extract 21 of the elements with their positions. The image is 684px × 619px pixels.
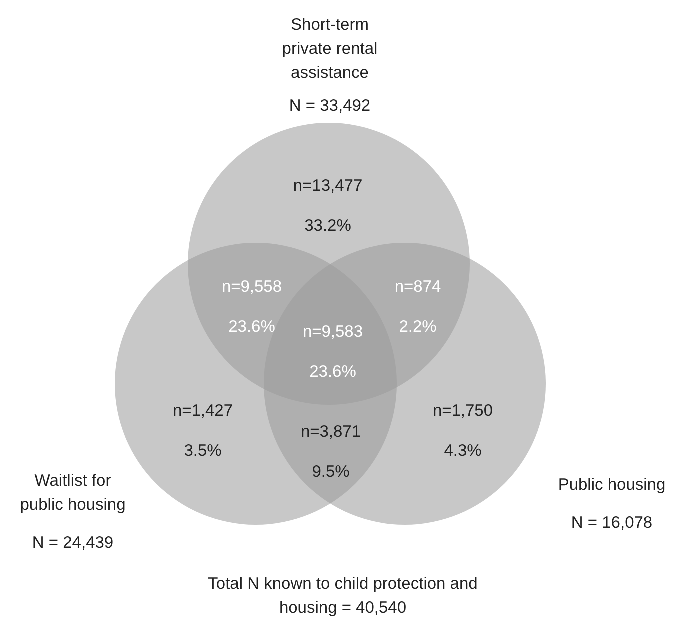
- text: 3.5%: [184, 442, 222, 460]
- text: n=9,583: [302, 323, 364, 341]
- data-label: N = 24,439: [32, 534, 114, 552]
- text: 33.2%: [304, 217, 352, 235]
- text: Total N known to child protection and housing = 40,540: [208, 575, 478, 617]
- text: 9.5%: [312, 463, 350, 481]
- category-label: Waitlist for public housing: [20, 472, 126, 514]
- text: 23.6%: [310, 363, 357, 381]
- text: n=1,750: [432, 402, 494, 420]
- text: 4.3%: [444, 442, 482, 460]
- text: n=1,427: [172, 402, 234, 420]
- text: n=3,871: [300, 423, 362, 441]
- text: 2.2%: [399, 318, 438, 336]
- text: 23.6%: [228, 318, 276, 336]
- data-label: N = 33,492: [289, 97, 371, 115]
- data-label: N = 16,078: [571, 514, 653, 532]
- text: n=9,558: [222, 278, 282, 296]
- category-label: Public housing: [558, 476, 666, 494]
- text: n=874: [394, 278, 442, 296]
- text: n=13,477: [293, 177, 363, 195]
- category-label: Short-term private rental assistance: [282, 16, 378, 82]
